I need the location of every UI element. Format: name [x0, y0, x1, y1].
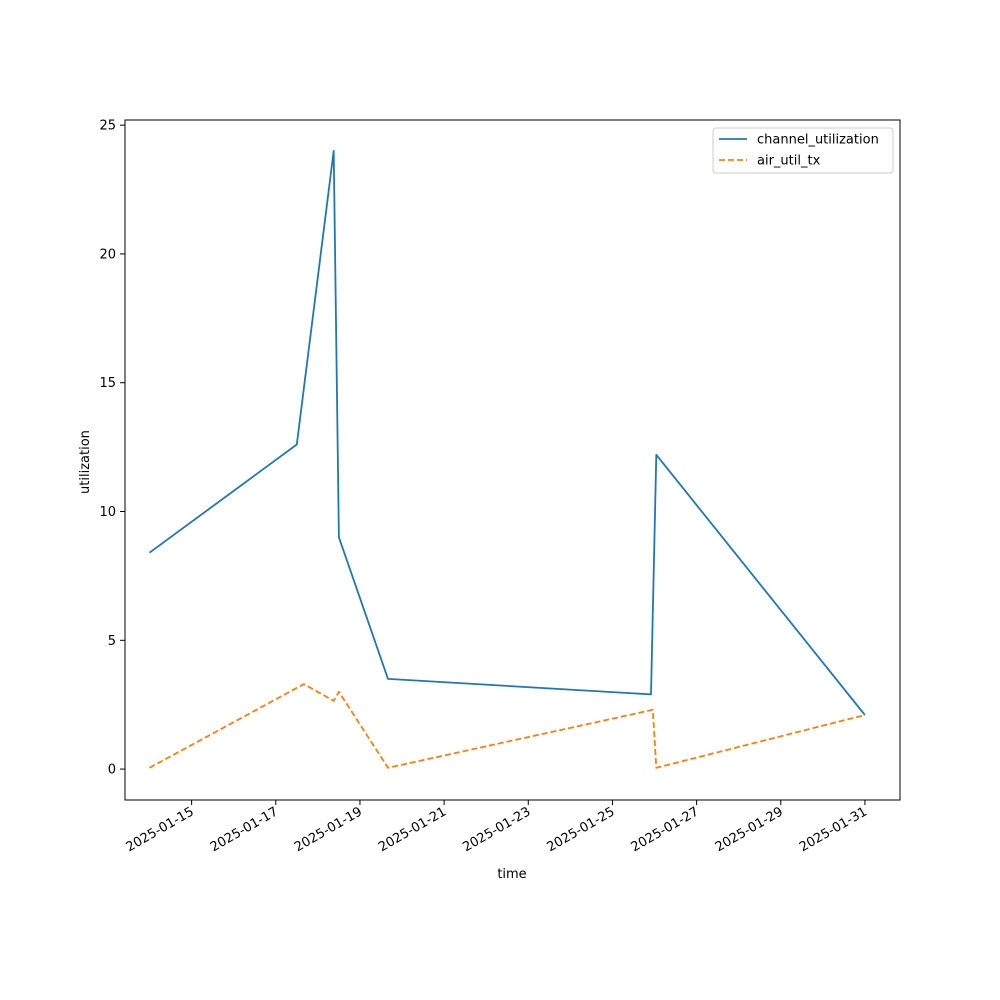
- y-tick-label: 5: [108, 634, 116, 649]
- y-tick-label: 15: [99, 376, 116, 391]
- y-tick-label: 10: [99, 505, 116, 520]
- legend-label-channel-utilization: channel_utilization: [757, 133, 879, 148]
- legend-label-air-util-tx: air_util_tx: [757, 154, 821, 169]
- y-axis-label: utilization: [78, 430, 93, 494]
- y-tick-label: 0: [108, 763, 116, 778]
- plot-frame: [124, 119, 901, 801]
- legend-box: [712, 127, 894, 174]
- legend: channel_utilization air_util_tx: [712, 127, 894, 174]
- y-tick-label: 25: [99, 119, 116, 134]
- y-tick-label: 20: [99, 247, 116, 262]
- series-line-channel-utilization: [148, 149, 866, 716]
- x-axis-label: time: [497, 867, 526, 882]
- plot-lines: [148, 149, 866, 769]
- series-line-air-util-tx: [149, 683, 866, 769]
